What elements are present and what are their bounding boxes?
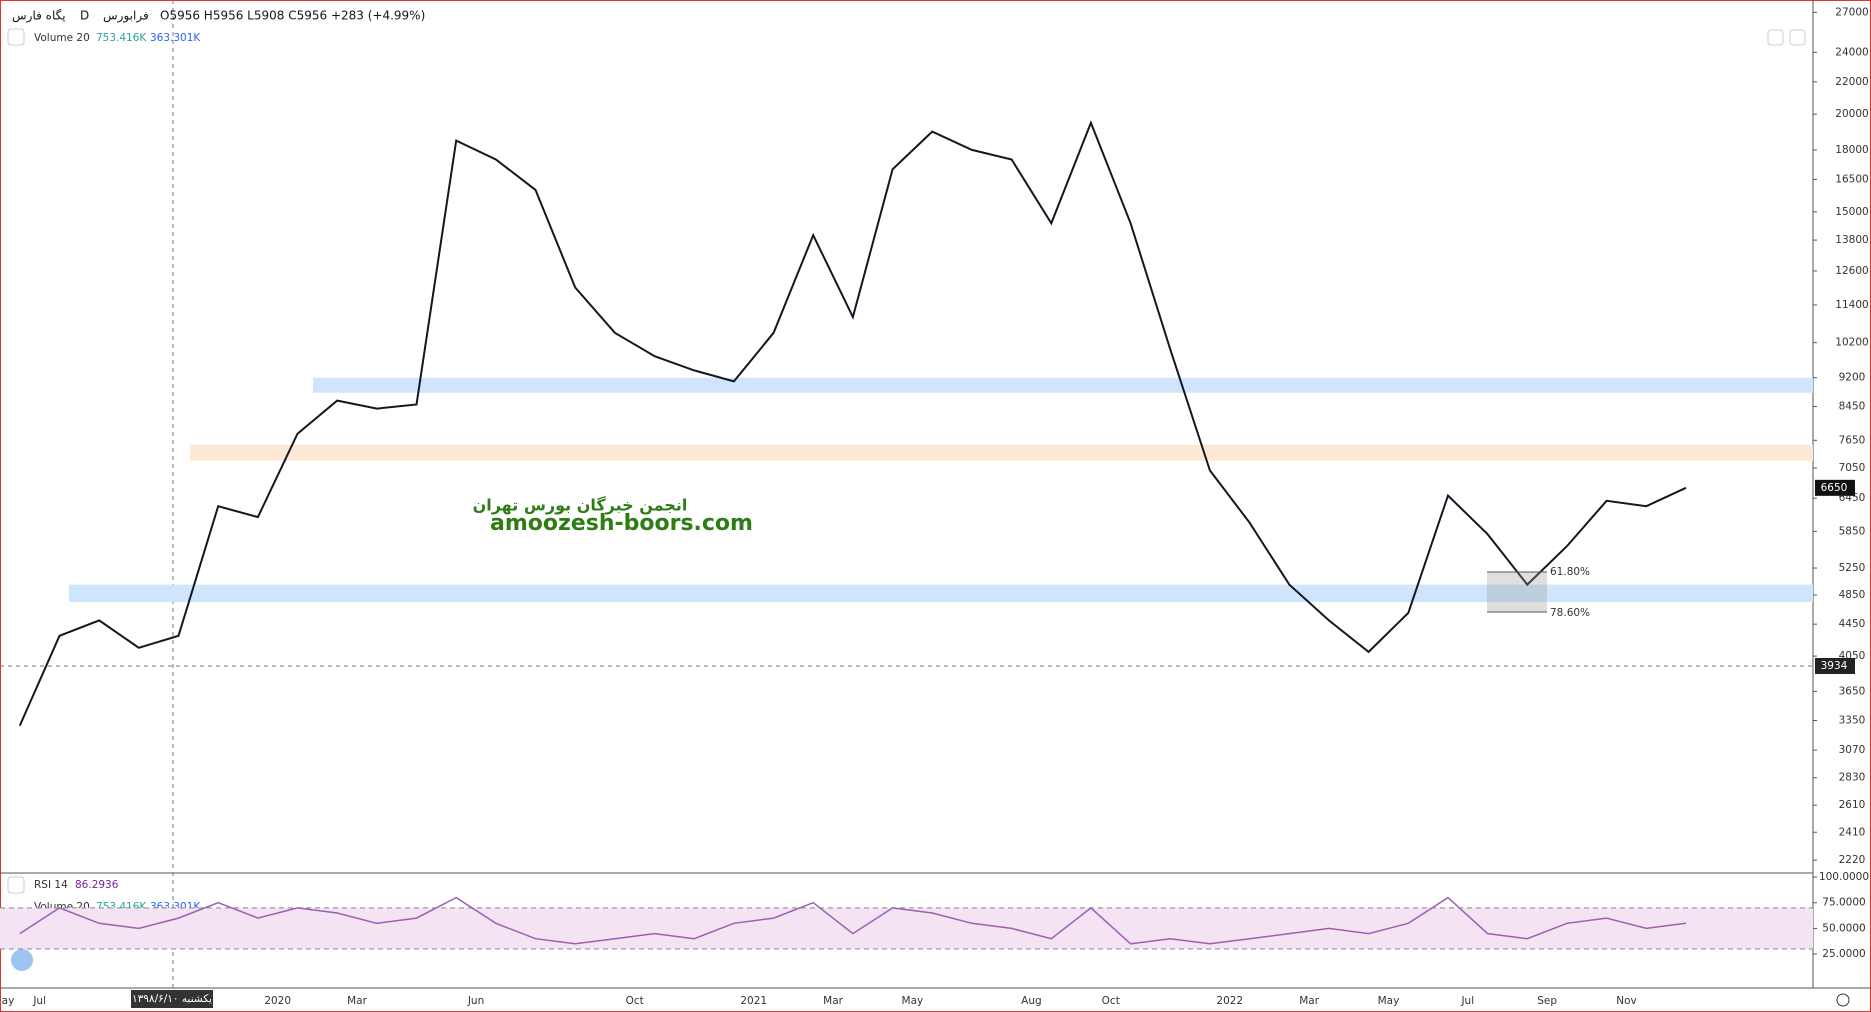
fib-box	[1487, 572, 1547, 612]
y-tick-label: 7650	[1839, 434, 1866, 446]
y-tick-label: 18000	[1835, 144, 1868, 156]
x-tick-label: May	[902, 995, 924, 1007]
reset-button[interactable]	[1789, 29, 1806, 46]
y-tick-label: 2610	[1839, 799, 1866, 811]
x-tick-label: Mar	[347, 995, 367, 1007]
y-tick-label: 5250	[1839, 562, 1866, 574]
y-tick-label: 8450	[1839, 401, 1866, 413]
scroll-button[interactable]	[1767, 29, 1784, 46]
x-tick-label: Sep	[1537, 995, 1557, 1007]
x-tick-label: Jul	[1460, 995, 1474, 1007]
collapse-button[interactable]	[7, 28, 25, 46]
zone	[69, 584, 1813, 603]
rsi-line	[19, 896, 1687, 945]
x-tick-label: Oct	[626, 995, 644, 1007]
y-tick-label: 10200	[1835, 337, 1868, 349]
x-tick-label: Mar	[1299, 995, 1319, 1007]
x-tick-label: ay	[2, 995, 15, 1007]
price-marker-box	[1815, 657, 1855, 674]
watermark: amoozesh-boors.com	[490, 511, 753, 536]
collapse-button[interactable]	[7, 876, 25, 894]
price-marker-label: 3934	[1821, 660, 1848, 672]
settings-icon[interactable]	[1836, 993, 1850, 1007]
zone	[313, 377, 1813, 393]
y-tick-label: 9200	[1839, 372, 1866, 384]
price-line	[18, 120, 1687, 727]
x-tick-label: 2022	[1216, 995, 1243, 1007]
volume-ma: 363.301K	[150, 32, 201, 44]
y-tick-label: 2830	[1839, 772, 1866, 784]
last-price-label: 6650	[1821, 482, 1848, 494]
x-tick-label: Oct	[1102, 995, 1120, 1007]
logo	[11, 949, 33, 971]
interval: D	[80, 9, 89, 23]
watermark: انجمن خبرگان بورس تهران	[473, 496, 688, 515]
fib-label: 78.60%	[1550, 607, 1590, 619]
y-tick-label: 3350	[1839, 715, 1866, 727]
rsi-band	[0, 907, 1813, 949]
x-tick-label: Aug	[1021, 995, 1042, 1007]
x-tick-label: 2020	[264, 995, 291, 1007]
volume-value: 753.416K	[96, 32, 147, 44]
y-tick-label: 2410	[1839, 826, 1866, 838]
x-tick-label: 2021	[740, 995, 767, 1007]
y-tick-label: 12600	[1835, 265, 1868, 277]
y-tick-label: 16500	[1835, 173, 1868, 185]
y-tick-label: 20000	[1835, 108, 1868, 120]
x-tick-label: Nov	[1616, 995, 1637, 1007]
exchange: فرابورس	[103, 9, 149, 24]
x-tick-label: May	[1378, 995, 1400, 1007]
symbol: پگاه فارس	[12, 9, 66, 24]
zone	[190, 444, 1813, 461]
rsi-tick-label: 75.0000	[1822, 897, 1865, 909]
crosshair-date: یکشنبه ۱۳۹۸/۶/۱۰	[132, 993, 212, 1005]
y-tick-label: 15000	[1835, 206, 1868, 218]
y-tick-label: 2220	[1839, 854, 1866, 866]
x-tick-label: Jun	[467, 995, 484, 1007]
crosshair-date-box	[131, 990, 213, 1008]
rsi-tick-label: 100.0000	[1819, 871, 1869, 883]
y-tick-label: 22000	[1835, 76, 1868, 88]
x-tick-label: Mar	[823, 995, 843, 1007]
y-tick-label: 4450	[1839, 618, 1866, 630]
y-tick-label: 4850	[1839, 589, 1866, 601]
y-tick-label: 24000	[1835, 46, 1868, 58]
y-tick-label: 13800	[1835, 234, 1868, 246]
y-tick-label: 11400	[1835, 299, 1868, 311]
rsi-tick-label: 50.0000	[1822, 922, 1865, 934]
fib-label: 61.80%	[1550, 566, 1590, 578]
last-price-box	[1815, 479, 1855, 496]
volume-label: Volume 20	[34, 32, 90, 44]
rsi-tick-label: 25.0000	[1822, 948, 1865, 960]
y-tick-label: 3650	[1839, 685, 1866, 697]
y-tick-label: 5850	[1839, 525, 1866, 537]
y-tick-label: 7050	[1839, 462, 1866, 474]
y-tick-label: 3070	[1839, 744, 1866, 756]
ohlc: O5956 H5956 L5908 C5956 +283 (+4.99%)	[160, 9, 425, 23]
rsi-current: 86.2936	[75, 879, 119, 891]
rsi-title: RSI 14	[34, 879, 68, 891]
x-tick-label: Jul	[32, 995, 46, 1007]
y-tick-label: 27000	[1835, 6, 1868, 18]
